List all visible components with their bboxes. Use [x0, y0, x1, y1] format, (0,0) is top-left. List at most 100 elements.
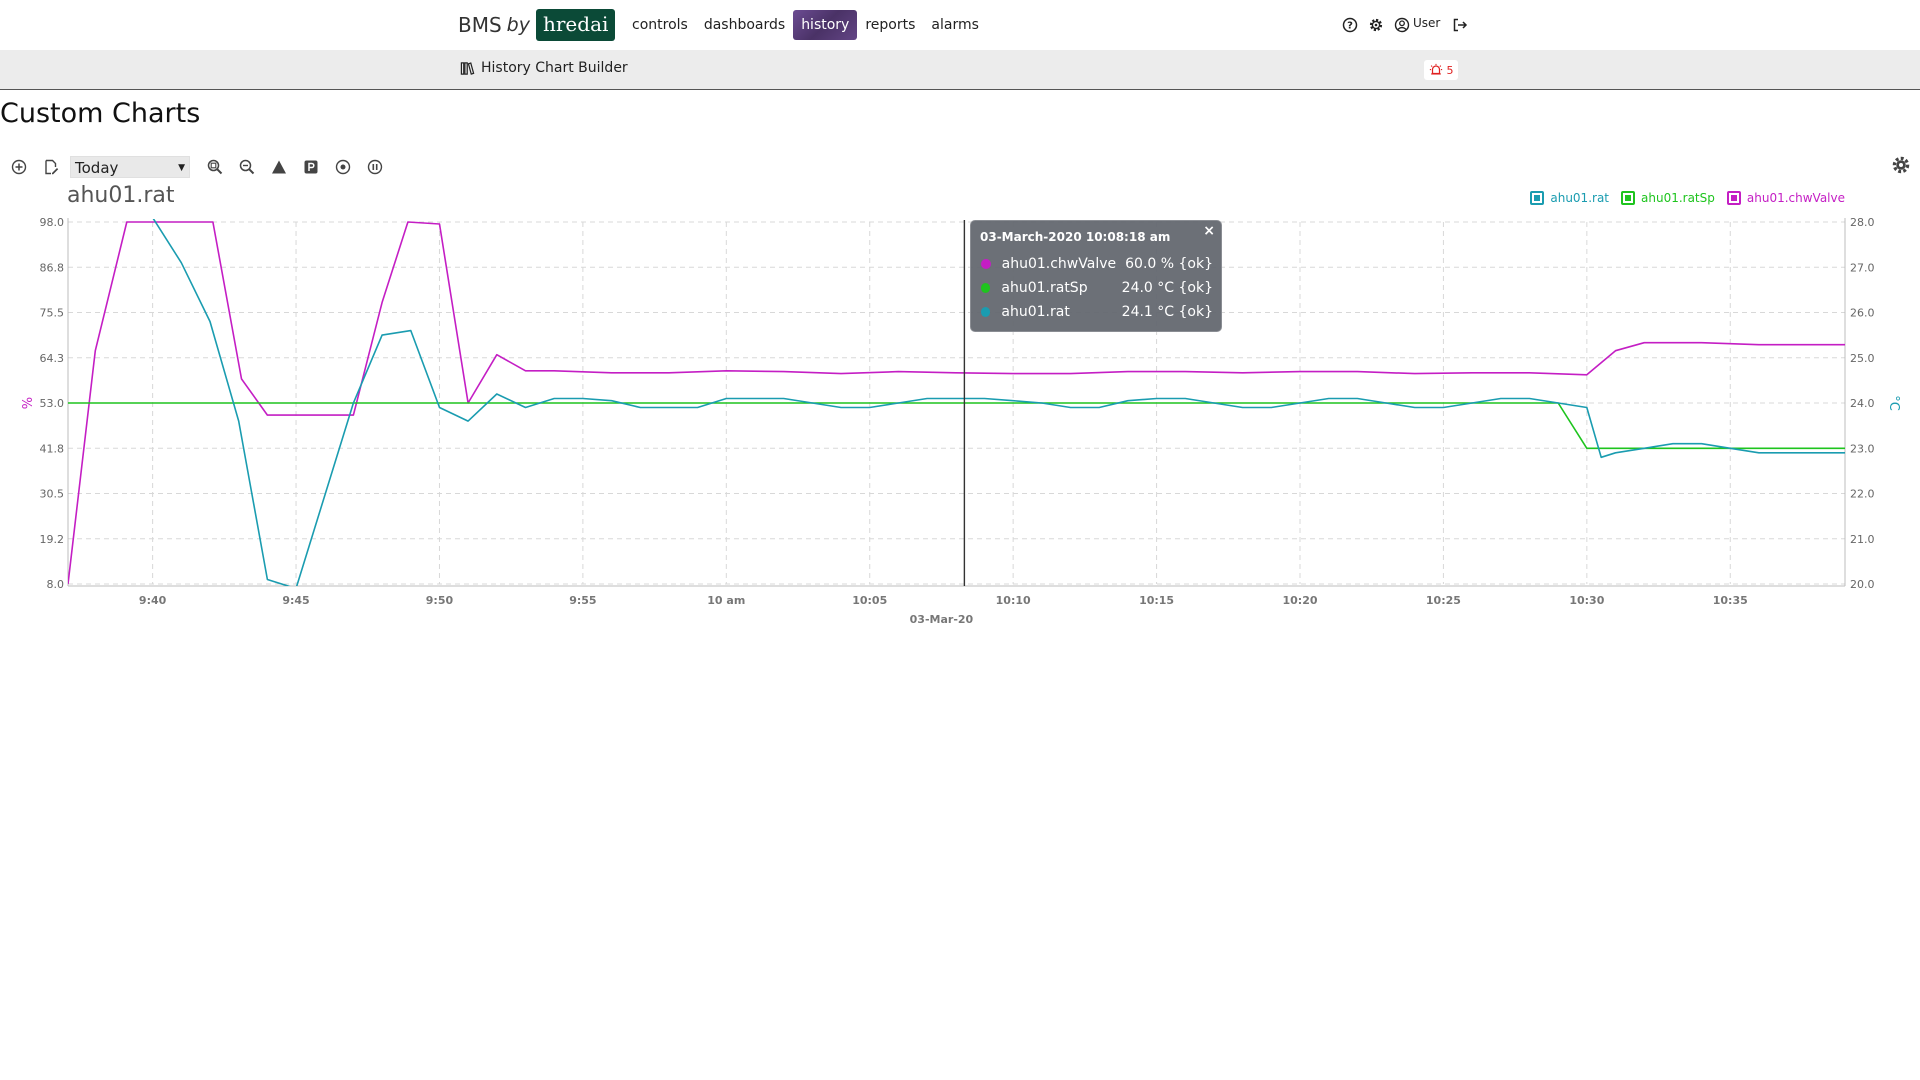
y-left-tick-label: 86.8	[40, 261, 65, 274]
tooltip-series-value: 24.1 °C {ok}	[1121, 304, 1213, 320]
x-tick-label: 10:35	[1713, 594, 1748, 607]
y-right-tick-label: 27.0	[1850, 261, 1875, 274]
legend-label: ahu01.ratSp	[1641, 191, 1715, 205]
record-icon[interactable]	[332, 156, 354, 178]
tooltip-close-button[interactable]: ×	[1203, 223, 1215, 239]
x-tick-label: 9:45	[282, 594, 309, 607]
library-icon	[460, 61, 475, 75]
x-tick-label: 10:25	[1426, 594, 1461, 607]
y-left-tick-label: 19.2	[40, 533, 65, 546]
chart-legend: ahu01.rat ahu01.ratSp ahu01.chwValve	[1518, 191, 1845, 205]
x-axis-date-label: 03-Mar-20	[910, 613, 974, 626]
x-tick-label: 9:55	[569, 594, 596, 607]
tooltip-series-value: 60.0 % {ok}	[1125, 256, 1213, 272]
nav-history[interactable]: history	[793, 10, 858, 40]
y-right-tick-label: 20.0	[1850, 578, 1875, 591]
tooltip-row-chwvalve: ahu01.chwValve 60.0 % {ok}	[981, 256, 1213, 272]
nav-dashboards[interactable]: dashboards	[703, 17, 786, 33]
y-left-tick-label: 75.5	[40, 307, 65, 320]
nav-reports[interactable]: reports	[865, 17, 916, 33]
legend-item-ratsp[interactable]: ahu01.ratSp	[1621, 191, 1715, 205]
tooltip-title: 03-March-2020 10:08:18 am	[980, 230, 1171, 244]
brand-bms-text: BMS	[458, 13, 502, 37]
legend-swatch	[1530, 191, 1545, 205]
warning-triangle-icon[interactable]	[268, 156, 290, 178]
y-right-axis-title: °C	[1886, 395, 1901, 411]
pause-circle-icon[interactable]	[364, 156, 386, 178]
history-chart-builder-link[interactable]: History Chart Builder	[460, 60, 628, 76]
page-title: Custom Charts	[0, 98, 201, 129]
alarm-badge[interactable]: 5	[1424, 60, 1458, 80]
x-tick-label: 10:10	[996, 594, 1031, 607]
svg-text:?: ?	[1347, 21, 1353, 32]
tooltip-row-rat: ahu01.rat 24.1 °C {ok}	[981, 304, 1213, 320]
y-right-tick-label: 22.0	[1850, 488, 1875, 501]
y-right-tick-label: 25.0	[1850, 352, 1875, 365]
user-name[interactable]: User	[1413, 16, 1441, 30]
tooltip-series-name: ahu01.ratSp	[1001, 280, 1088, 296]
logout-icon[interactable]	[1450, 15, 1470, 35]
dropdown-caret-icon: ▼	[178, 163, 185, 173]
legend-item-rat[interactable]: ahu01.rat	[1530, 191, 1609, 205]
brand-logo: hredai	[535, 9, 616, 41]
user-bar: ? User	[1340, 14, 1476, 36]
series-dot-icon	[981, 307, 991, 317]
gear-icon[interactable]	[1366, 15, 1386, 35]
add-circle-icon[interactable]	[8, 156, 30, 178]
x-tick-label: 10:30	[1569, 594, 1604, 607]
parking-square-icon[interactable]	[300, 156, 322, 178]
zoom-out-icon[interactable]	[236, 156, 258, 178]
alarm-bell-icon	[1429, 63, 1442, 75]
y-left-tick-label: 30.5	[40, 488, 65, 501]
y-right-tick-label: 21.0	[1850, 533, 1875, 546]
legend-swatch	[1621, 191, 1635, 205]
series-dot-icon	[981, 259, 991, 269]
chart-tooltip: 03-March-2020 10:08:18 am × ahu01.chwVal…	[970, 220, 1222, 332]
nav-alarms[interactable]: alarms	[931, 17, 979, 33]
y-left-tick-label: 98.0	[40, 216, 65, 229]
x-tick-label: 10 am	[707, 594, 745, 607]
alarm-count: 5	[1446, 63, 1454, 77]
y-right-tick-label: 24.0	[1850, 397, 1875, 410]
tooltip-series-name: ahu01.chwValve	[1001, 256, 1117, 272]
edit-document-icon[interactable]	[40, 156, 62, 178]
y-right-tick-label: 28.0	[1850, 216, 1875, 229]
help-icon[interactable]: ?	[1340, 15, 1360, 35]
y-right-tick-label: 23.0	[1850, 442, 1875, 455]
history-line-chart[interactable]: 98.0 28.0 86.8 27.0 75.5 26.0 64.3 25.0 53.0 24.0…	[0, 200, 1920, 640]
x-tick-label: 10:05	[852, 594, 887, 607]
y-left-tick-label: 8.0	[47, 578, 65, 591]
y-left-tick-label: 64.3	[40, 352, 65, 365]
time-range-select[interactable]: Today ▼	[70, 156, 190, 178]
chart-title: ahu01.rat	[67, 183, 175, 208]
brand-by-text: by	[506, 14, 530, 36]
sub-header-title: History Chart Builder	[481, 60, 628, 76]
series-line-ahu01-ratsp	[68, 402, 1845, 450]
series-line-ahu01-chwvalve	[68, 221, 1845, 585]
series-dot-icon	[981, 283, 991, 293]
user-circle-icon[interactable]	[1392, 15, 1412, 35]
x-tick-label: 10:15	[1139, 594, 1174, 607]
legend-swatch	[1726, 191, 1741, 205]
time-range-value: Today	[75, 159, 119, 177]
legend-label: ahu01.rat	[1550, 191, 1609, 205]
y-left-axis-title: %	[21, 397, 36, 409]
main-nav: controls dashboards history reports alar…	[624, 10, 987, 40]
top-navbar: BMS by hredai controls dashboards histor…	[0, 0, 1920, 50]
legend-label: ahu01.chwValve	[1746, 191, 1845, 205]
brand[interactable]: BMS by hredai	[458, 9, 616, 41]
sub-header: History Chart Builder 5	[0, 50, 1920, 90]
x-tick-label: 10:20	[1282, 594, 1317, 607]
y-right-tick-label: 26.0	[1850, 307, 1875, 320]
y-left-tick-label: 41.8	[40, 442, 65, 455]
legend-item-chwvalve[interactable]: ahu01.chwValve	[1726, 191, 1845, 205]
x-tick-label: 9:50	[426, 594, 454, 607]
tooltip-series-value: 24.0 °C {ok}	[1121, 280, 1213, 296]
series-line-ahu01-rat	[152, 219, 1845, 586]
chart-toolbar: Today ▼	[8, 156, 396, 178]
zoom-reset-icon[interactable]	[204, 156, 226, 178]
tooltip-series-name: ahu01.rat	[1001, 304, 1070, 320]
nav-controls[interactable]: controls	[632, 17, 688, 33]
chart-settings-gear-icon[interactable]	[1891, 155, 1913, 177]
y-left-tick-label: 53.0	[40, 397, 65, 410]
